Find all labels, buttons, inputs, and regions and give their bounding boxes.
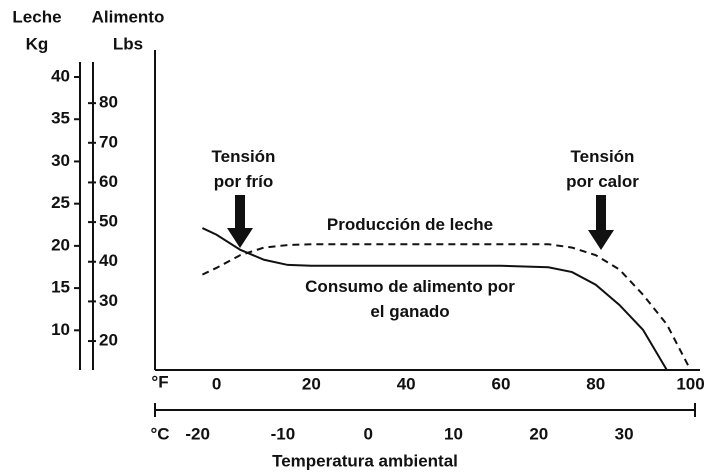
- x2-tick-label: -10: [271, 424, 296, 443]
- x2-tick-label: 0: [363, 424, 372, 443]
- x-label: Temperatura ambiental: [272, 451, 458, 470]
- y-unit: Kg: [26, 34, 49, 53]
- y2-tick-label: 70: [99, 132, 118, 151]
- annotation: Tensión por calor: [566, 147, 639, 191]
- series-label-box: Consumo de alimento por el ganado: [305, 277, 515, 321]
- heat-arrow: [588, 195, 614, 250]
- series-label: Consumo de alimento por el ganado: [305, 277, 515, 321]
- series-line: [201, 243, 692, 371]
- x-tick-label: 40: [397, 374, 416, 393]
- x-tick-label: 20: [302, 374, 321, 393]
- x-tick-label: 80: [586, 374, 605, 393]
- y-tick-label: 25: [51, 193, 70, 212]
- x2-tick-label: 20: [529, 424, 548, 443]
- x2-unit: °C: [150, 424, 169, 443]
- y-title: Leche: [12, 7, 61, 26]
- cold-arrow: [227, 195, 253, 248]
- y2-tick-label: 20: [99, 331, 118, 350]
- x2-tick-label: -20: [185, 424, 210, 443]
- x-tick-label: 100: [676, 374, 704, 393]
- series-line: [201, 227, 668, 371]
- y-tick-label: 15: [51, 278, 70, 297]
- x-tick-label: 0: [212, 374, 221, 393]
- x-tick-label: 60: [491, 374, 510, 393]
- x-unit: °F: [151, 372, 168, 391]
- y2-unit: Lbs: [113, 34, 143, 53]
- annotation-box: Tensión por calor: [566, 147, 639, 191]
- y-tick-label: 40: [51, 67, 70, 86]
- x2-tick-label: 10: [444, 424, 463, 443]
- y-tick-label: 20: [51, 235, 70, 254]
- y-tick-label: 10: [51, 320, 70, 339]
- y2-tick-label: 50: [99, 212, 118, 231]
- series-label: Producción de leche: [326, 215, 494, 234]
- annotation-box: Tensión por frío: [211, 147, 276, 191]
- y2-tick-label: 40: [99, 251, 118, 270]
- y2-tick-label: 80: [99, 93, 118, 112]
- y2-tick-label: 30: [99, 291, 118, 310]
- y2-title: Alimento: [92, 7, 165, 26]
- y-tick-label: 35: [51, 109, 70, 128]
- x2-tick-label: 30: [615, 424, 634, 443]
- annotation: Tensión por frío: [211, 147, 276, 191]
- y-tick-label: 30: [51, 151, 70, 170]
- series-label-box: Producción de leche: [326, 215, 494, 234]
- y2-tick-label: 60: [99, 172, 118, 191]
